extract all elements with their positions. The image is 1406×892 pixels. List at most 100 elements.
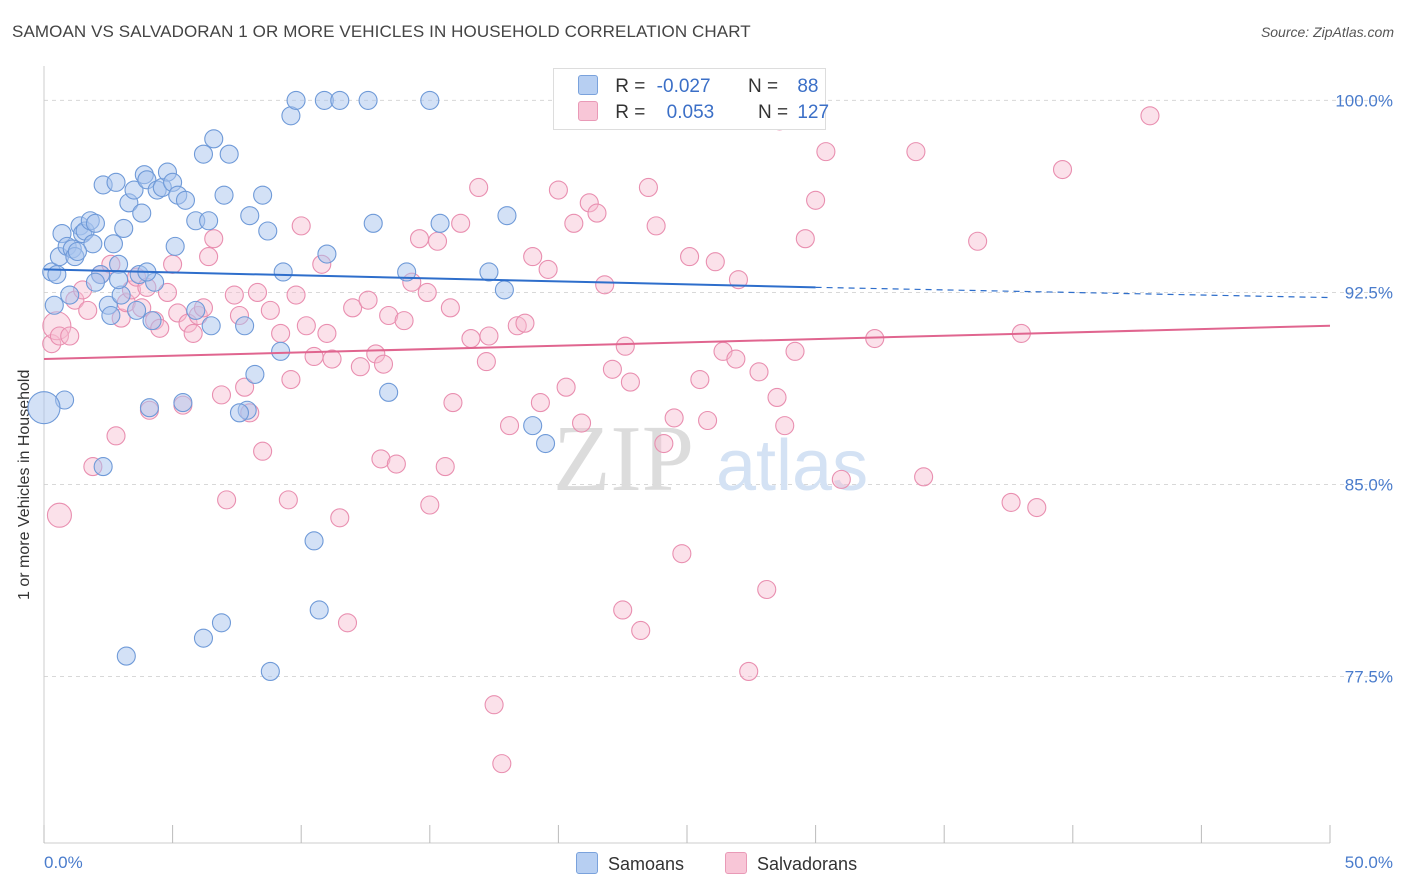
salvadoran-point [654,433,674,454]
salvadoran-point [785,341,805,361]
samoan-point [101,305,121,326]
samoan-point [44,295,64,315]
salvadoran-point [507,316,527,336]
salvadoran-point [564,213,584,233]
y-tick-label: 100.0% [1335,91,1393,110]
salvadoran-point [538,259,558,279]
samoan-point [142,311,162,331]
salvadoran-point [42,334,62,354]
samoan-point [201,316,221,336]
salvadoran-point [767,387,787,407]
samoan-point [494,280,514,300]
salvadoran-point [281,369,301,390]
samoan-point [124,180,144,200]
samoan-point [479,262,499,282]
salvadoran-point [795,229,815,249]
salvadoran-point [469,177,489,198]
salvadoran-point [217,490,237,510]
salvadoran-point [337,613,358,633]
y-tick-label: 77.5% [1345,668,1393,687]
samoan-point [358,90,378,110]
salvadoran-point [613,600,633,620]
legend-item-samoans: Samoans [576,852,684,875]
salvadoran-point [78,300,98,320]
samoan-point [258,221,278,241]
samoan-point [106,172,126,192]
samoan-trend-line [43,268,816,289]
salvadoran-point [571,413,592,433]
samoan-point [103,234,123,254]
samoan-point [132,203,152,223]
salvadoran-point [556,377,576,397]
salvadoran-point [602,359,622,379]
salvadoran-point [46,502,72,528]
samoan-point [497,206,517,226]
samoan-point [173,393,193,413]
samoan-point [430,213,450,233]
salvadoran-point [620,372,640,392]
samoan-legend-swatch [576,852,598,874]
salvadoran-point [235,377,255,397]
salvadoran-point [646,216,666,236]
correlation-legend: R = -0.027 N = 88 R = 0.053 N = 127 [553,68,829,130]
salvadoran-point [664,408,684,428]
salvadoran-point [443,393,463,413]
salvadoran-point [204,229,224,249]
salvadoran-legend-swatch [725,852,747,874]
salvadoran-point [304,346,324,367]
salvadoran-point [183,323,203,343]
salvadoran-point [775,416,795,436]
salvadoran-point [523,247,543,267]
salvadoran-point [728,270,748,290]
legend-n-label: N = [757,102,789,123]
salvadoran-point [60,326,80,346]
salvadoran-trend-line [43,324,1331,361]
samoan-point [420,90,440,110]
samoan-point [83,234,103,254]
salvadoran-point [420,495,440,515]
salvadoran-point [595,275,615,295]
samoan-point [214,185,234,205]
samoan-point [245,364,265,384]
salvadoran-point [1001,492,1021,512]
salvadoran-point [435,457,455,477]
legend-r-value: 0.053 [666,102,715,123]
samoan-point [309,600,329,620]
watermark-atlas: atlas [716,426,868,506]
salvadoran-point [286,285,306,305]
salvadoran-point [106,426,126,446]
salvadoran-point [317,323,337,343]
salvadoran-point [278,490,298,510]
salvadoran-point [690,369,710,390]
samoan-point [304,531,324,551]
salvadoran-point [373,354,394,374]
salvadoran-point [461,329,481,349]
tick-labels: 77.5% 85.0% 92.5% 100.0% 0.0% 50.0% [44,91,1393,872]
salvadoran-point [260,300,280,320]
samoan-point [286,90,306,110]
samoan-point [175,190,196,210]
salvadoran-point [499,416,520,436]
salvadoran-point [379,305,399,326]
salvadoran-point [271,323,291,343]
samoan-point [193,144,214,164]
salvadoran-point [1027,498,1047,518]
samoan-point [165,236,185,256]
salvadoran-point [806,190,826,210]
salvadoran-point [739,661,759,681]
samoan-trend-extension [815,286,1331,299]
legend-n-value: 88 [797,76,819,97]
samoan-point [47,264,67,285]
samoan-point [273,262,293,282]
salvadoran-point [698,410,718,431]
axes [43,66,1331,844]
salvadoran-point [330,508,350,528]
samoan-point [116,646,136,666]
samoan-point [240,206,260,226]
salvadoran-point [350,357,370,377]
samoan-swatch [578,75,598,95]
salvadoran-point [968,231,988,251]
samoan-point [186,300,206,320]
samoan-point [60,285,80,305]
samoan-point [229,403,250,423]
